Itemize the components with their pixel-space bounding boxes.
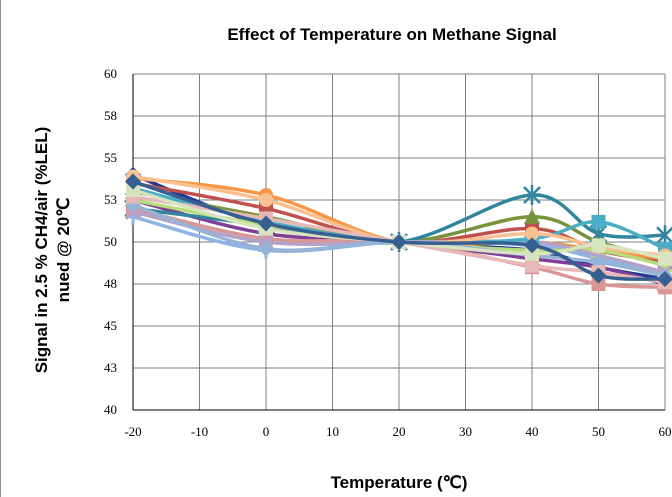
- y-tick-label: 60: [104, 66, 117, 81]
- x-tick-label: 40: [526, 424, 539, 439]
- data-point: [523, 184, 541, 205]
- y-tick-label: 53: [104, 192, 117, 207]
- data-point: [658, 251, 672, 266]
- data-point: [258, 215, 274, 232]
- y-tick-label: 45: [104, 318, 117, 333]
- data-point: [590, 267, 607, 284]
- y-axis-title-line-1: Signal in 2.5 % CH4/air (%LEL): [32, 127, 51, 374]
- x-axis-title: Temperature (℃): [331, 473, 468, 492]
- series-group: [125, 173, 672, 287]
- data-point: [525, 258, 539, 273]
- data-point: [525, 226, 539, 241]
- axes: [132, 74, 665, 411]
- y-axis-title-line-2: nued @ 20℃: [54, 198, 73, 303]
- tick-labels: 40 43 45 48 50 53 55 58 60 -20 -10 0 10 20 30 40 50 60: [104, 66, 672, 439]
- data-point: [591, 214, 606, 229]
- data-point: [391, 234, 407, 250]
- x-tick-label: -20: [124, 424, 141, 439]
- series-layer: [124, 166, 672, 295]
- y-tick-label: 58: [104, 108, 117, 123]
- x-tick-label: 10: [326, 424, 339, 439]
- x-tick-label: 50: [592, 424, 605, 439]
- data-point: [126, 182, 140, 197]
- y-tick-label: 43: [104, 360, 117, 375]
- data-point: [525, 246, 539, 261]
- x-tick-label: 60: [659, 424, 672, 439]
- y-tick-label: 48: [104, 276, 117, 291]
- y-tick-label: 50: [104, 234, 117, 249]
- data-point: [259, 193, 273, 207]
- data-point: [524, 208, 540, 224]
- x-tick-label: 0: [263, 424, 270, 439]
- x-tick-label: 20: [393, 424, 406, 439]
- chart-title: Effect of Temperature on Methane Signal: [227, 25, 556, 44]
- data-point: [125, 173, 141, 190]
- data-point: [591, 238, 606, 253]
- data-point: [591, 277, 606, 291]
- data-point: [258, 240, 274, 257]
- x-tick-label: 30: [459, 424, 472, 439]
- data-point: [657, 270, 672, 287]
- data-point: [524, 237, 540, 254]
- y-tick-label: 40: [104, 402, 117, 417]
- y-tick-label: 55: [104, 150, 117, 165]
- x-tick-label: -10: [191, 424, 208, 439]
